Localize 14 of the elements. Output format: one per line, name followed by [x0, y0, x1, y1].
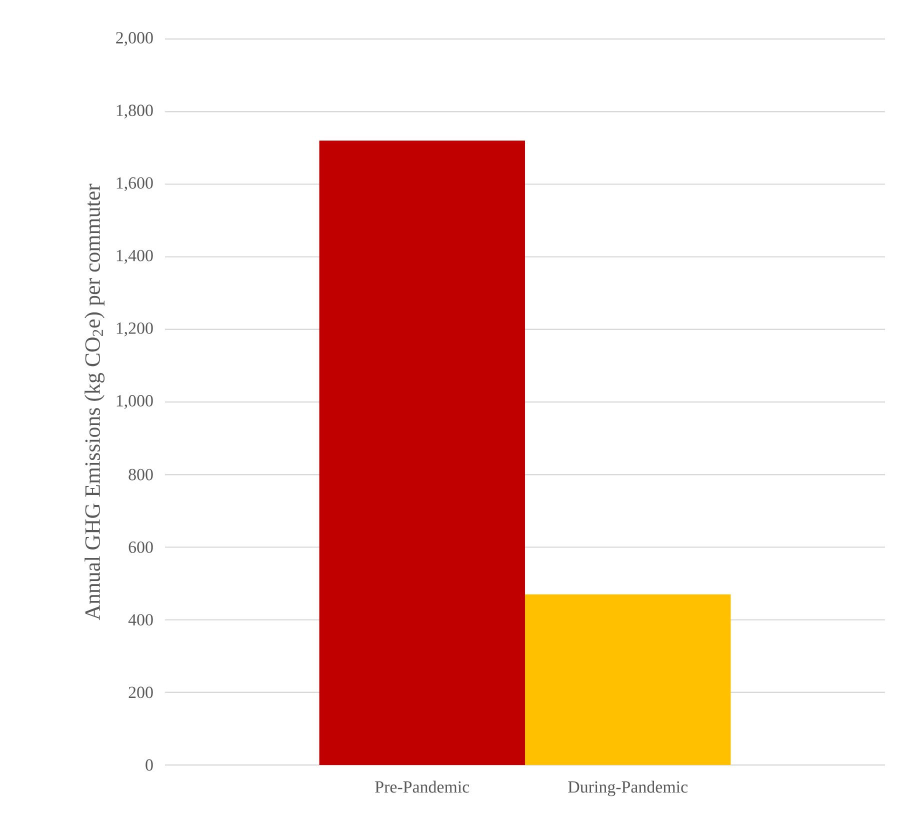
y-tick-label: 600	[128, 541, 153, 553]
y-axis-title: Annual GHG Emissions (kg CO$_{2}$e) per commuter	[84, 184, 105, 620]
y-tick-label: 1,600	[116, 177, 153, 192]
y-tick-label: 800	[128, 468, 153, 480]
y-tick-label: 0	[146, 759, 153, 771]
y-tick-label: 1,200	[116, 322, 153, 336]
y-tick-label: 1,800	[116, 104, 153, 119]
x-tick-label: Pre-Pandemic	[375, 780, 470, 793]
y-tick-label: 1,400	[116, 250, 153, 264]
y-tick-label: 400	[128, 614, 153, 626]
y-tick-label: 200	[128, 686, 153, 698]
x-tick-label: During-Pandemic	[568, 780, 688, 796]
y-tick-label: 2,000	[116, 32, 153, 46]
y-tick-label: 1,000	[116, 395, 153, 409]
